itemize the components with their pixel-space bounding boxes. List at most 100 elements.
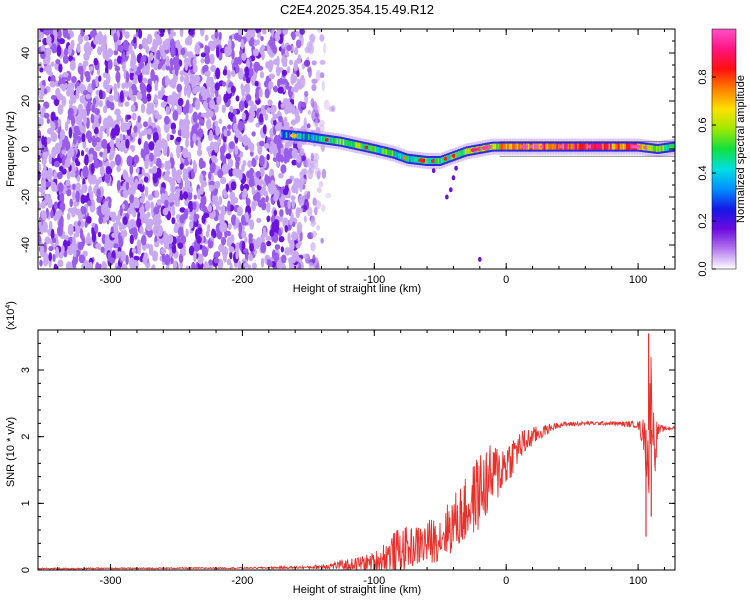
spectrogram-noise-blob	[311, 230, 317, 238]
spectrogram-noise-blob	[99, 165, 105, 177]
spectrogram-ridge-core	[516, 143, 520, 150]
spectrogram-ridge-core	[317, 135, 320, 142]
spectrogram-noise-blob	[156, 49, 161, 62]
spectrogram-noise-blob	[300, 74, 305, 81]
spectrogram-noise-blob	[215, 125, 221, 136]
spectrogram-noise-blob	[138, 29, 143, 39]
spectrogram-noise-blob	[179, 207, 186, 213]
spectrogram-noise-blob	[130, 50, 135, 59]
spectrogram-noise-blob	[72, 166, 77, 172]
spectrogram-noise-blob	[98, 215, 104, 225]
spectrogram-noise-blob	[137, 115, 141, 123]
spectrogram-noise-blob	[227, 161, 232, 170]
snr-panel: -300 -200 -100 0 100 0 1 2 3 Height of straight…	[5, 301, 676, 596]
spectrogram-noise-blob	[228, 246, 235, 253]
spectrogram-ridge-core	[333, 137, 336, 144]
spectrogram-noise-blob	[241, 230, 247, 239]
spectrogram-ridge-core	[379, 147, 382, 154]
spectrogram-noise-blob	[71, 76, 77, 83]
spectrogram-noise-blob	[92, 151, 98, 162]
spectrogram-noise-blob	[303, 117, 307, 129]
spectrogram-ridge-core	[304, 133, 308, 140]
spectrogram-noise-blob	[152, 255, 158, 262]
spectrogram-noise-blob	[156, 37, 163, 46]
spectrogram-ridge-core	[437, 158, 441, 164]
spectrogram-noise-blob	[278, 100, 282, 110]
spectrogram-noise-blob	[114, 108, 121, 116]
spectrogram-noise-blob	[291, 221, 296, 228]
spectrogram-ridge-core	[649, 145, 653, 152]
spectrogram-noise-blob	[225, 183, 230, 193]
spectrogram-noise-blob	[59, 38, 65, 45]
spectrogram-noise-blob	[215, 205, 222, 211]
spectrogram-noise-blob	[282, 98, 290, 105]
spectrogram-noise-blob	[89, 153, 94, 161]
spectrogram-noise-blob	[182, 147, 189, 159]
spectrogram-noise-blob	[257, 32, 262, 39]
spectrogram-noise-blob	[212, 193, 219, 205]
spectrogram-ridge-core	[641, 144, 645, 151]
spectrogram-noise-blob	[67, 44, 72, 56]
spectrogram-noise-blob	[278, 235, 285, 243]
spectrogram-noise-blob	[171, 128, 176, 134]
spectrogram-noise-blob	[190, 168, 195, 180]
spectrogram-ridge-core	[548, 143, 551, 150]
spectrogram-noise-blob	[259, 113, 264, 123]
spectrogram-noise-blob	[318, 180, 324, 188]
snr-x-tick-label: 100	[629, 575, 647, 587]
spectrogram-ridge-core	[282, 131, 285, 138]
spectrogram-noise-blob	[97, 46, 103, 56]
spectrogram-noise-blob	[225, 230, 232, 237]
spectrogram-noise-blob	[289, 239, 295, 251]
spectrogram-noise-blob	[122, 169, 128, 180]
spectrogram-noise-blob	[146, 102, 151, 112]
spectrogram-ridge-core	[368, 144, 371, 151]
spectrogram-noise-blob	[55, 59, 61, 65]
spectrogram-ridge-core	[399, 153, 403, 160]
spectrogram-noise-blob	[265, 235, 272, 242]
spectrogram-ridge-core	[584, 143, 588, 150]
spectrogram-noise-blob	[300, 155, 307, 162]
spectrogram-noise-blob	[185, 138, 189, 148]
spectrogram-noise-blob	[294, 108, 300, 118]
spectrogram-noise-blob	[67, 240, 71, 247]
spectrogram-noise-blob	[232, 168, 237, 177]
spectrogram-ridge-core	[608, 143, 611, 150]
spectrogram-noise-blob	[146, 83, 152, 93]
spectrogram-ridge-core	[450, 153, 453, 160]
spectrogram-noise-blob	[173, 198, 181, 207]
spectrogram-noise-blob	[51, 43, 58, 54]
spectrogram-noise-blob	[91, 174, 97, 185]
spectrogram-ridge-core	[616, 143, 619, 150]
spectrogram-noise-blob	[136, 91, 143, 100]
spectrogram-noise-blob	[182, 171, 189, 182]
spectrogram-noise-blob	[107, 59, 113, 70]
spectrogram-noise-blob	[151, 264, 156, 269]
spectrogram-noise-blob	[220, 236, 227, 246]
spectrogram-ridge-core	[624, 143, 627, 150]
spectrogram-ridge-core	[656, 145, 659, 152]
spectrogram-noise-blob	[277, 115, 283, 123]
spectrogram-noise-blob	[260, 257, 265, 268]
spectrogram-noise-blob	[256, 39, 260, 46]
spectrogram-noise-blob	[193, 161, 198, 174]
spectrogram-noise-blob	[50, 209, 54, 219]
spectrogram-ridge-core	[323, 136, 327, 143]
spectrogram-noise-blob	[85, 236, 90, 245]
spectrogram-noise-blob	[58, 63, 63, 73]
spectrogram-noise-blob	[133, 154, 140, 164]
spectrogram-ridge-core	[469, 147, 472, 154]
spectrogram-noise-blob	[276, 259, 282, 269]
spectrogram-x-tick-label: -100	[363, 274, 385, 286]
spectrogram-noise-blob	[280, 164, 287, 174]
spectrogram-noise-blob	[263, 143, 270, 149]
spectrogram-noise-blob	[158, 44, 166, 53]
spectrogram-noise-blob	[146, 211, 151, 218]
spectrogram-ridge-core	[347, 140, 350, 147]
spectrogram-noise-blob	[50, 95, 57, 101]
spectrogram-ridge-core	[409, 155, 412, 162]
spectrogram-ridge-core	[315, 135, 319, 142]
spectrogram-noise-blob	[255, 170, 261, 178]
spectrogram-noise-blob	[260, 44, 266, 51]
spectrogram-noise-blob	[113, 90, 119, 102]
